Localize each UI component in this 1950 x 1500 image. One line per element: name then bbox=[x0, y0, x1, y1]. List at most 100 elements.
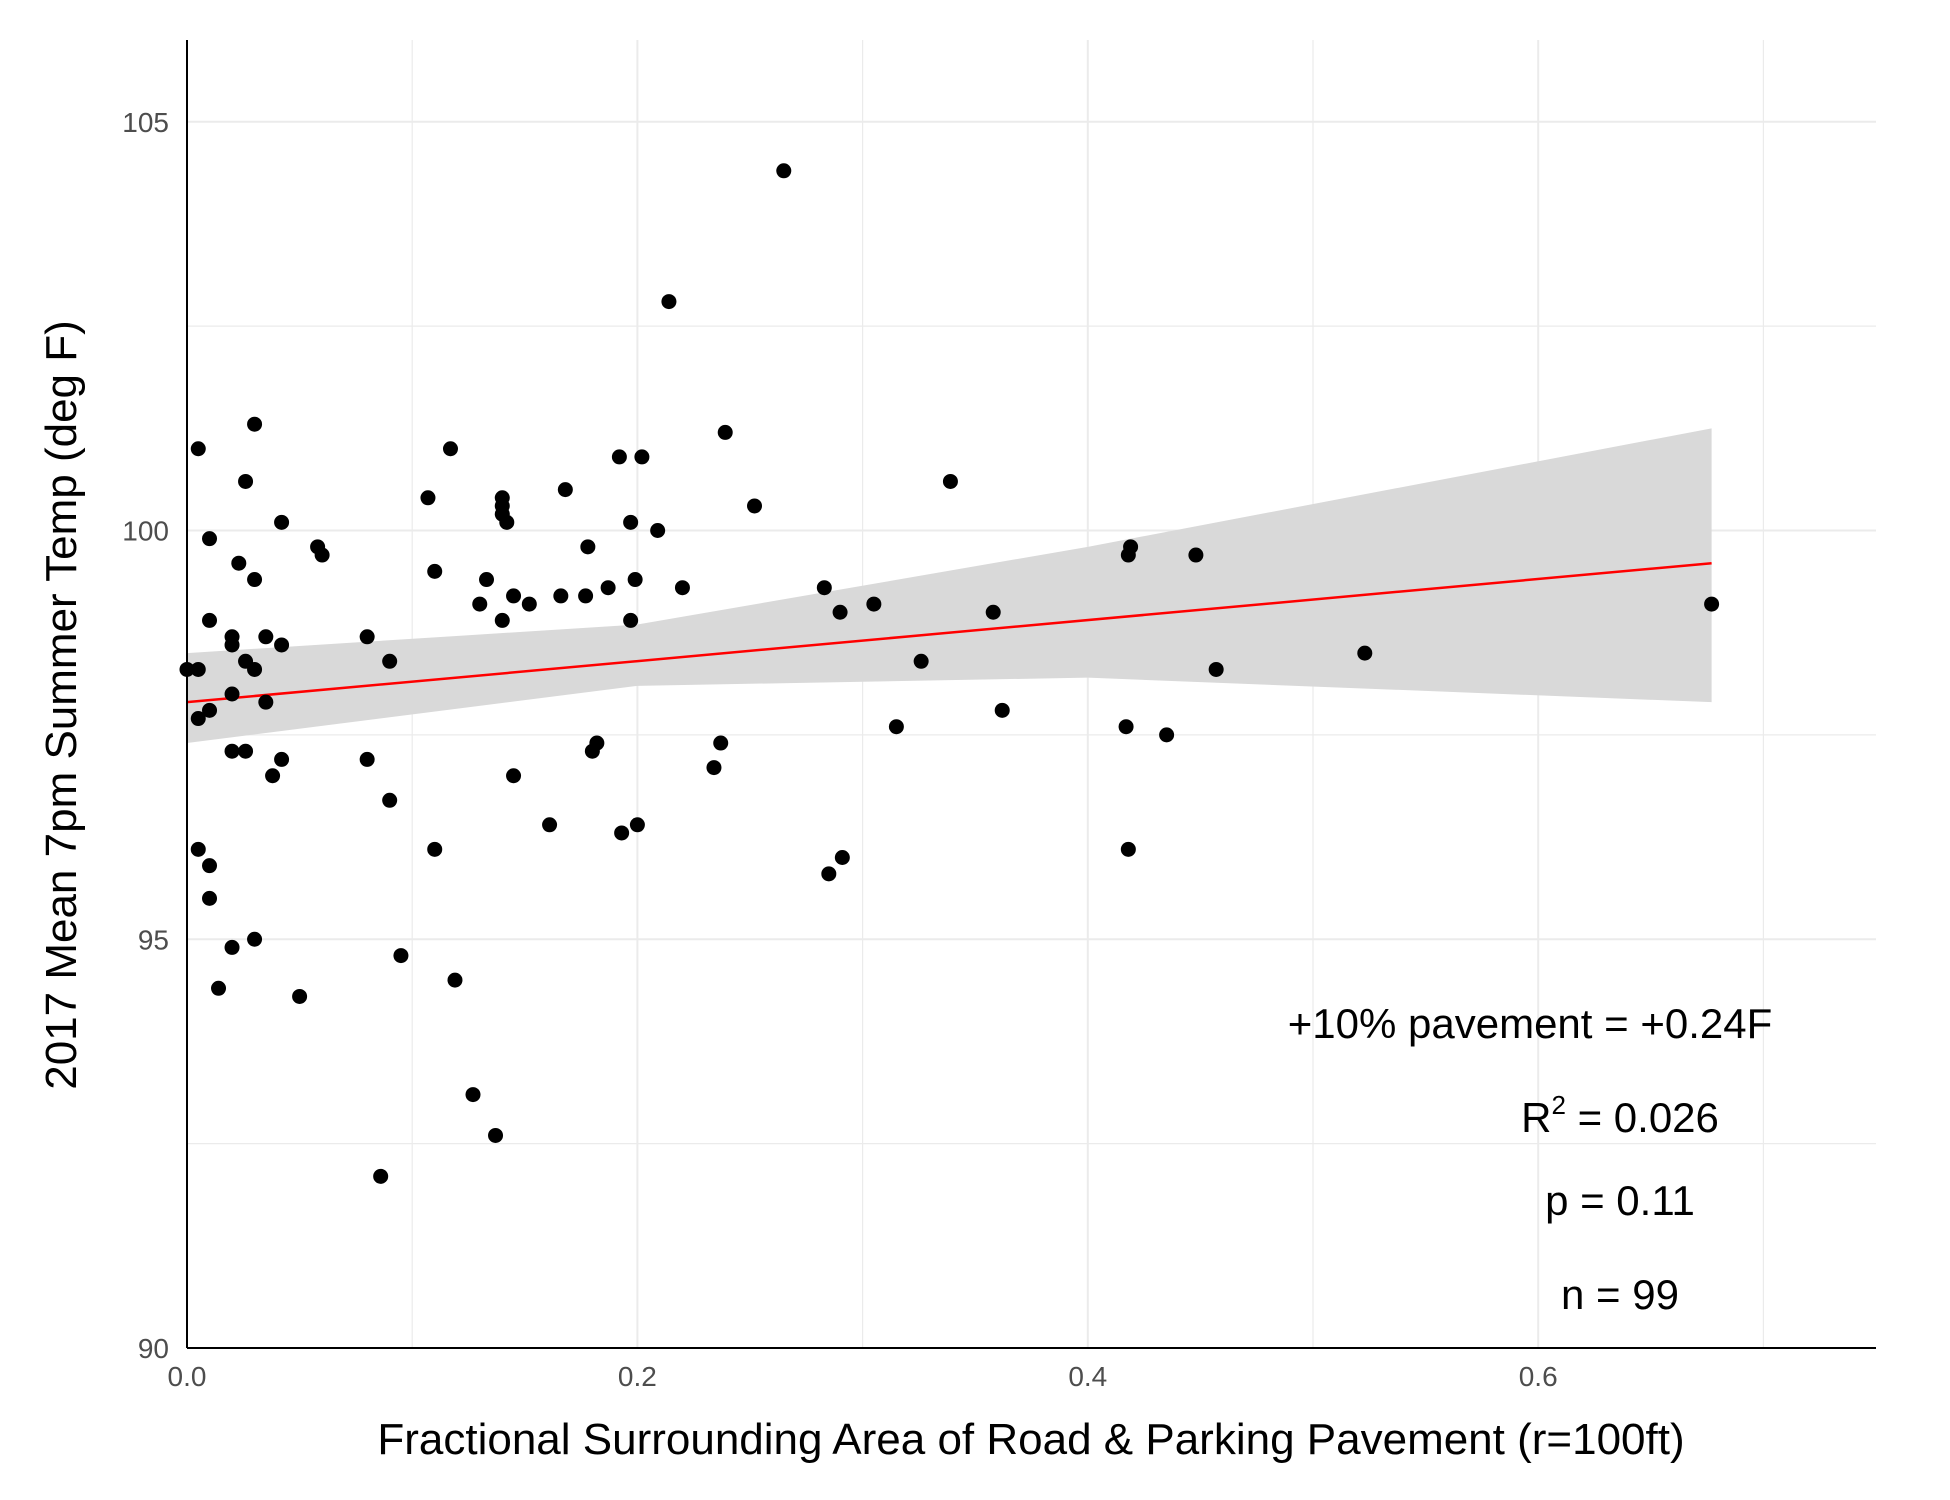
data-point bbox=[1357, 645, 1373, 661]
data-point bbox=[834, 850, 850, 865]
data-point bbox=[706, 760, 722, 776]
data-point bbox=[274, 751, 290, 767]
x-tick-label: 0.4 bbox=[1068, 1361, 1107, 1392]
r2-value: = 0.026 bbox=[1566, 1094, 1719, 1141]
data-point bbox=[629, 817, 645, 833]
annotations: +10% pavement = +0.24F R2 = 0.026 p = 0.… bbox=[1288, 1000, 1773, 1318]
data-point bbox=[913, 653, 929, 669]
x-tick-labels: 0.0 0.2 0.4 0.6 bbox=[168, 1361, 1558, 1392]
data-point bbox=[494, 612, 510, 628]
y-tick-label: 105 bbox=[122, 107, 169, 138]
data-point bbox=[499, 514, 515, 530]
data-point bbox=[614, 825, 630, 841]
data-point bbox=[247, 931, 263, 947]
data-point bbox=[420, 490, 436, 506]
p-annotation: p = 0.11 bbox=[1545, 1177, 1695, 1224]
data-point bbox=[650, 523, 666, 538]
data-point bbox=[202, 612, 218, 628]
r2-prefix: R bbox=[1521, 1094, 1551, 1141]
y-tick-label: 95 bbox=[138, 924, 169, 955]
data-point bbox=[888, 719, 904, 735]
data-point bbox=[427, 841, 443, 857]
data-point bbox=[382, 653, 398, 669]
data-point bbox=[1208, 661, 1224, 677]
data-point bbox=[776, 163, 792, 179]
data-point bbox=[1120, 841, 1136, 857]
data-point bbox=[542, 817, 558, 833]
data-point bbox=[578, 588, 594, 604]
data-point bbox=[1159, 727, 1175, 743]
data-point bbox=[224, 939, 240, 955]
data-points bbox=[179, 163, 1720, 1184]
data-point bbox=[190, 661, 206, 677]
data-point bbox=[589, 735, 605, 751]
data-point bbox=[442, 441, 458, 457]
x-tick-label: 0.6 bbox=[1519, 1361, 1558, 1392]
data-point bbox=[1118, 719, 1134, 735]
y-tick-label: 100 bbox=[122, 516, 169, 547]
data-point bbox=[521, 596, 537, 612]
data-point bbox=[994, 702, 1010, 718]
data-point bbox=[1123, 539, 1139, 555]
data-point bbox=[274, 514, 290, 530]
data-point bbox=[190, 711, 206, 727]
data-point bbox=[634, 449, 650, 465]
data-point bbox=[747, 498, 763, 514]
data-point bbox=[190, 441, 206, 457]
data-point bbox=[238, 743, 254, 759]
data-point bbox=[553, 588, 569, 604]
data-point bbox=[258, 694, 274, 710]
data-point bbox=[314, 547, 330, 563]
data-point bbox=[816, 580, 832, 596]
data-point bbox=[247, 416, 263, 432]
data-point bbox=[231, 555, 247, 571]
data-point bbox=[472, 596, 488, 612]
data-point bbox=[202, 702, 218, 718]
data-point bbox=[393, 948, 409, 964]
data-point bbox=[190, 841, 206, 857]
data-point bbox=[488, 1127, 504, 1143]
data-point bbox=[265, 768, 281, 784]
data-point bbox=[479, 572, 495, 588]
r2-exponent: 2 bbox=[1551, 1090, 1565, 1120]
data-point bbox=[600, 580, 616, 596]
n-annotation: n = 99 bbox=[1561, 1271, 1679, 1318]
data-point bbox=[985, 604, 1001, 620]
confidence-band bbox=[187, 428, 1712, 744]
data-point bbox=[627, 572, 643, 588]
data-point bbox=[623, 514, 639, 530]
regression-line bbox=[186, 561, 1712, 704]
data-point bbox=[866, 596, 882, 612]
data-point bbox=[382, 792, 398, 808]
data-point bbox=[292, 988, 308, 1004]
data-point bbox=[661, 294, 677, 310]
data-point bbox=[247, 572, 263, 588]
data-point bbox=[1704, 596, 1720, 612]
data-point bbox=[258, 629, 274, 645]
data-point bbox=[247, 661, 263, 677]
data-point bbox=[224, 743, 240, 759]
data-point bbox=[1188, 547, 1204, 563]
y-tick-label: 90 bbox=[138, 1333, 169, 1364]
data-point bbox=[465, 1087, 481, 1103]
data-point bbox=[427, 563, 443, 579]
y-axis-title: 2017 Mean 7pm Summer Temp (deg F) bbox=[37, 320, 86, 1090]
data-point bbox=[202, 531, 218, 547]
data-point bbox=[506, 768, 522, 784]
r2-annotation: R2 = 0.026 bbox=[1521, 1090, 1719, 1141]
slope-annotation: +10% pavement = +0.24F bbox=[1288, 1000, 1773, 1047]
data-point bbox=[506, 588, 522, 604]
data-point bbox=[447, 972, 463, 988]
data-point bbox=[717, 424, 733, 440]
data-point bbox=[359, 629, 375, 645]
x-axis-title: Fractional Surrounding Area of Road & Pa… bbox=[377, 1415, 1684, 1464]
x-tick-label: 0.2 bbox=[618, 1361, 657, 1392]
data-point bbox=[713, 735, 729, 751]
data-point bbox=[832, 604, 848, 620]
data-point bbox=[580, 539, 596, 555]
data-point bbox=[623, 612, 639, 628]
data-point bbox=[359, 751, 375, 767]
data-point bbox=[557, 482, 573, 498]
data-point bbox=[611, 449, 627, 465]
